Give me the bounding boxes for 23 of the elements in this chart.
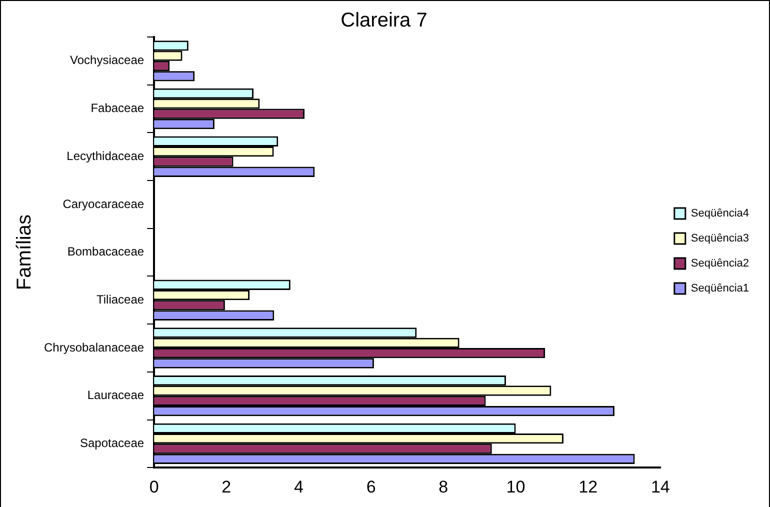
x-tick-label: 14 <box>650 477 670 496</box>
x-tick-label: 10 <box>506 477 526 496</box>
x-tick-label: 12 <box>578 477 598 496</box>
chart-title: Clareira 7 <box>340 10 428 32</box>
y-tick-label: Vochysiaceae <box>70 53 144 68</box>
y-axis-title: Famílias <box>14 214 36 290</box>
x-tick-label: 2 <box>222 477 232 496</box>
y-tick-label: Caryocaraceae <box>62 196 144 211</box>
x-tick-label: 8 <box>438 477 448 496</box>
x-tick-label: 0 <box>149 477 159 496</box>
legend-label: Seqüência2 <box>690 258 750 270</box>
y-tick-label: Tiliaceae <box>96 292 144 306</box>
y-tick-label: Fabaceae <box>90 101 144 116</box>
legend-label: Seqüência3 <box>690 232 750 245</box>
x-tick-label: 6 <box>366 477 376 496</box>
x-tick-label: 4 <box>294 477 304 496</box>
y-tick-label: Lecythidaceae <box>66 148 144 163</box>
legend-label: Seqüência1 <box>690 282 750 295</box>
y-tick-label: Lauraceae <box>87 388 144 402</box>
y-tick-label: Chrysobalanaceae <box>44 340 144 354</box>
y-tick-label: Bombacaceae <box>67 244 144 259</box>
y-tick-label: Sapotaceae <box>80 436 144 450</box>
legend-label: Seqüência4 <box>690 208 750 220</box>
